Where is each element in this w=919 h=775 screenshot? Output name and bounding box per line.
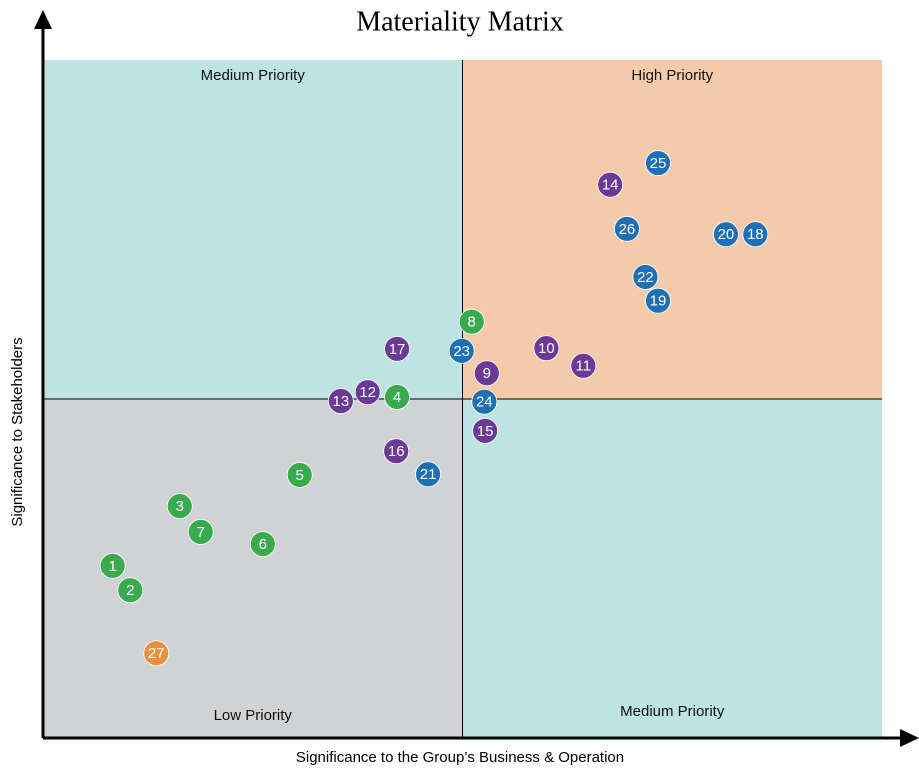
point [249, 531, 276, 557]
point-label: 27 [148, 645, 165, 662]
point [354, 379, 381, 406]
point-label: 9 [483, 365, 491, 382]
quadrant [462, 60, 882, 399]
point-label: 26 [619, 221, 636, 238]
x-axis-arrow [900, 729, 919, 747]
point-label: 14 [602, 177, 619, 194]
point-label: 15 [477, 423, 494, 440]
point-label: 13 [333, 393, 350, 410]
quadrant-label: Medium Priority [620, 703, 725, 720]
point-label: 2 [126, 582, 134, 599]
point [286, 462, 313, 488]
point-label: 17 [389, 341, 406, 358]
point [742, 221, 769, 248]
quadrant-label: Medium Priority [201, 67, 306, 84]
point [143, 640, 170, 667]
point-label: 23 [453, 343, 470, 360]
point [473, 360, 500, 387]
point [570, 352, 597, 379]
point-label: 25 [650, 155, 667, 172]
point-label: 1 [108, 558, 116, 575]
point-label: 5 [296, 467, 304, 484]
quadrant-label: High Priority [631, 67, 713, 84]
chart-title: Materiality Matrix [356, 6, 564, 37]
point-label: 8 [468, 314, 476, 331]
point [458, 308, 485, 335]
point [645, 150, 671, 176]
point-label: 6 [259, 536, 267, 553]
point-label: 3 [176, 498, 184, 515]
point-label: 21 [420, 466, 437, 483]
point-label: 11 [576, 358, 592, 375]
point [597, 171, 624, 198]
point [384, 384, 410, 410]
point [415, 461, 442, 488]
point [533, 335, 560, 362]
point [472, 417, 499, 444]
point-label: 19 [650, 293, 667, 310]
point [99, 552, 126, 579]
point-label: 10 [538, 340, 555, 357]
point-label: 20 [718, 226, 735, 243]
point [117, 577, 144, 604]
point [187, 518, 214, 545]
point-label: 18 [747, 226, 764, 243]
x-axis-label: Significance to the Group’s Business & O… [296, 749, 624, 766]
point-label: 4 [393, 389, 401, 406]
point [614, 215, 640, 242]
point [327, 388, 354, 414]
point [632, 264, 659, 290]
y-axis-label: Significance to Stakeholders [9, 337, 26, 526]
point-label: 22 [637, 269, 654, 286]
point-label: 7 [197, 524, 205, 541]
point-label: 16 [388, 443, 405, 460]
point [166, 493, 193, 520]
point [383, 438, 410, 465]
quadrant-label: Low Priority [214, 707, 293, 724]
point [384, 335, 410, 362]
point [713, 221, 739, 248]
point [471, 388, 498, 415]
point [448, 337, 475, 364]
point-label: 12 [359, 384, 376, 401]
point-label: 24 [476, 394, 493, 411]
quadrant [462, 399, 882, 738]
point [645, 287, 671, 314]
y-axis-arrow [34, 10, 52, 29]
